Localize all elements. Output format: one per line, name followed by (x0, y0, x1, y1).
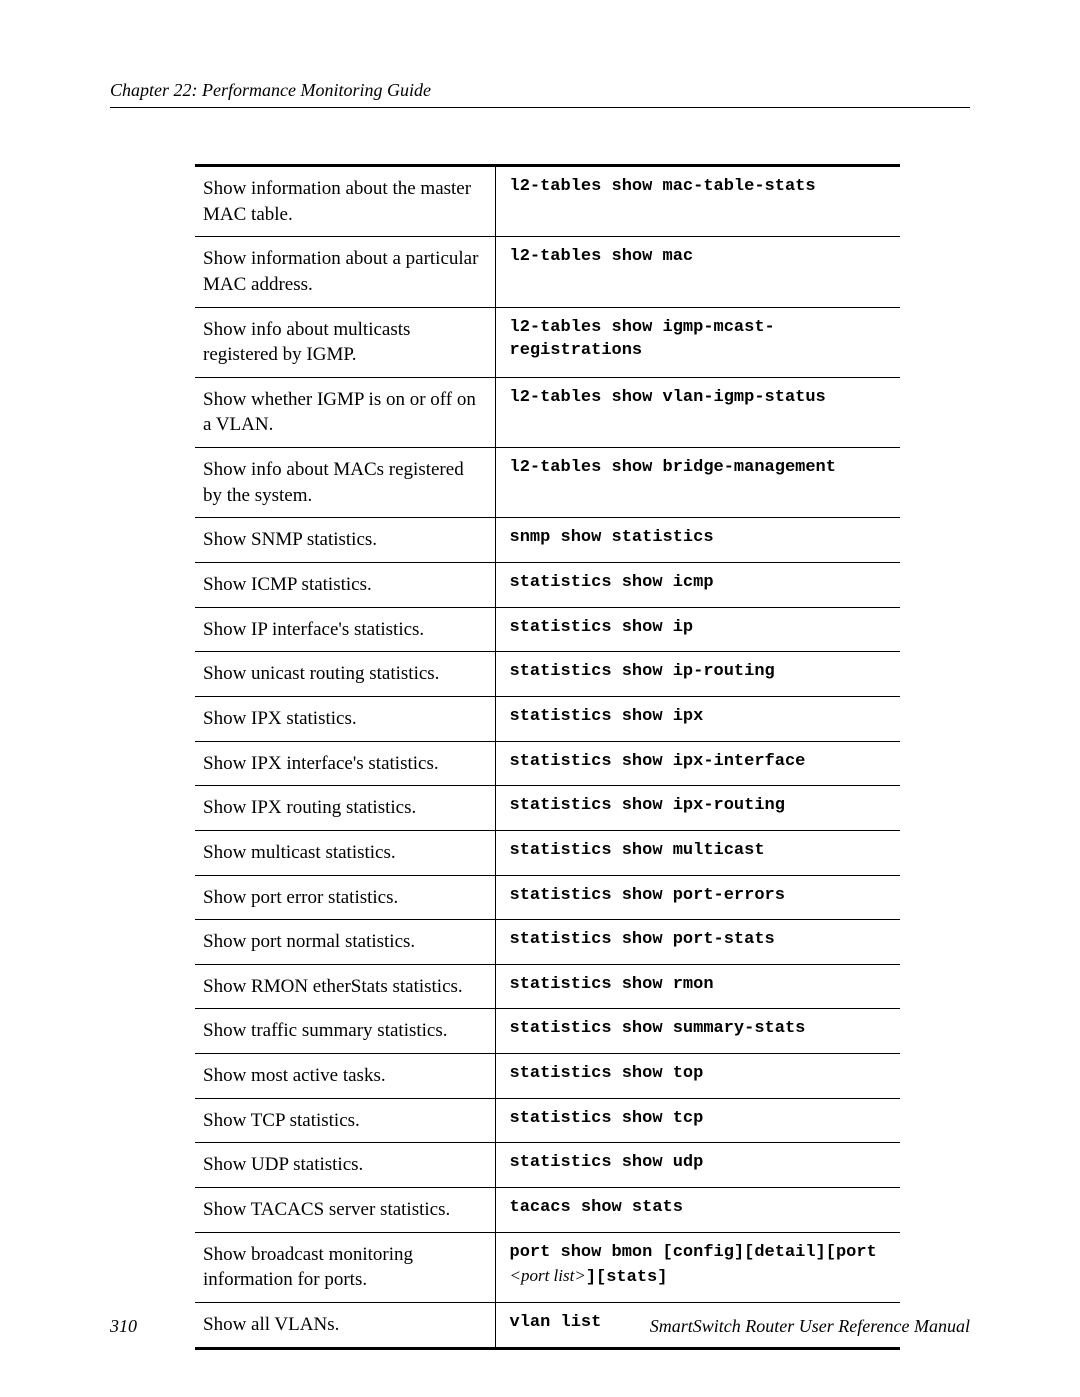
cell-desc: Show multicast statistics. (195, 830, 495, 875)
cell-desc: Show info about multicasts registered by… (195, 307, 495, 377)
cell-desc: Show IPX routing statistics. (195, 786, 495, 831)
table-row: Show broadcast monitoring information fo… (195, 1232, 900, 1302)
table-row: Show IP interface's statistics.statistic… (195, 607, 900, 652)
page-container: Chapter 22: Performance Monitoring Guide… (0, 0, 1080, 1397)
cell-cmd: port show bmon [config][detail][port <po… (495, 1232, 900, 1302)
table-row: Show port normal statistics.statistics s… (195, 920, 900, 965)
command-reference-table: Show information about the master MAC ta… (195, 164, 900, 1350)
table-row: Show TCP statistics.statistics show tcp (195, 1098, 900, 1143)
cell-desc: Show port error statistics. (195, 875, 495, 920)
cell-desc: Show info about MACs registered by the s… (195, 448, 495, 518)
cell-desc: Show information about a particular MAC … (195, 237, 495, 307)
cell-desc: Show information about the master MAC ta… (195, 166, 495, 237)
table-row: Show IPX routing statistics.statistics s… (195, 786, 900, 831)
cell-desc: Show whether IGMP is on or off on a VLAN… (195, 377, 495, 447)
cell-cmd: statistics show multicast (495, 830, 900, 875)
cell-desc: Show broadcast monitoring information fo… (195, 1232, 495, 1302)
page-footer: 310 SmartSwitch Router User Reference Ma… (110, 1316, 970, 1337)
cell-cmd: l2-tables show igmp-mcast-registrations (495, 307, 900, 377)
cell-cmd: l2-tables show bridge-management (495, 448, 900, 518)
table-row: Show RMON etherStats statistics.statisti… (195, 964, 900, 1009)
cell-cmd: l2-tables show vlan-igmp-status (495, 377, 900, 447)
cell-desc: Show IP interface's statistics. (195, 607, 495, 652)
cmd-pre: port show bmon [config][detail][port (510, 1243, 877, 1262)
table-row: Show unicast routing statistics.statisti… (195, 652, 900, 697)
page-number: 310 (110, 1316, 137, 1337)
cell-cmd: l2-tables show mac-table-stats (495, 166, 900, 237)
cell-cmd: tacacs show stats (495, 1188, 900, 1233)
cell-desc: Show RMON etherStats statistics. (195, 964, 495, 1009)
cell-cmd: statistics show top (495, 1054, 900, 1099)
cell-cmd: statistics show ipx (495, 696, 900, 741)
cell-cmd: statistics show ipx-interface (495, 741, 900, 786)
cell-cmd: statistics show port-stats (495, 920, 900, 965)
table-row: Show SNMP statistics.snmp show statistic… (195, 518, 900, 563)
cell-cmd: statistics show tcp (495, 1098, 900, 1143)
table-row: Show info about MACs registered by the s… (195, 448, 900, 518)
cell-desc: Show unicast routing statistics. (195, 652, 495, 697)
cell-desc: Show SNMP statistics. (195, 518, 495, 563)
cell-desc: Show TACACS server statistics. (195, 1188, 495, 1233)
table-row: Show info about multicasts registered by… (195, 307, 900, 377)
chapter-label: Chapter 22: Performance Monitoring Guide (110, 80, 431, 100)
cmd-arg: <port list> (510, 1266, 586, 1285)
cell-cmd: statistics show ip (495, 607, 900, 652)
table-row: Show whether IGMP is on or off on a VLAN… (195, 377, 900, 447)
cell-cmd: statistics show ip-routing (495, 652, 900, 697)
table-row: Show multicast statistics.statistics sho… (195, 830, 900, 875)
table-row: Show IPX statistics.statistics show ipx (195, 696, 900, 741)
table-row: Show information about the master MAC ta… (195, 166, 900, 237)
table-row: Show port error statistics.statistics sh… (195, 875, 900, 920)
cell-cmd: statistics show ipx-routing (495, 786, 900, 831)
chapter-header: Chapter 22: Performance Monitoring Guide (110, 80, 970, 108)
cell-cmd: statistics show port-errors (495, 875, 900, 920)
cell-desc: Show port normal statistics. (195, 920, 495, 965)
table-row: Show IPX interface's statistics.statisti… (195, 741, 900, 786)
cell-desc: Show ICMP statistics. (195, 563, 495, 608)
cell-cmd: statistics show udp (495, 1143, 900, 1188)
table-row: Show TACACS server statistics.tacacs sho… (195, 1188, 900, 1233)
cell-desc: Show UDP statistics. (195, 1143, 495, 1188)
cell-cmd: statistics show rmon (495, 964, 900, 1009)
cell-desc: Show IPX interface's statistics. (195, 741, 495, 786)
cell-cmd: snmp show statistics (495, 518, 900, 563)
table-row: Show traffic summary statistics.statisti… (195, 1009, 900, 1054)
table-row: Show information about a particular MAC … (195, 237, 900, 307)
cell-desc: Show IPX statistics. (195, 696, 495, 741)
cmd-post: ][stats] (586, 1268, 668, 1287)
cell-cmd: statistics show summary-stats (495, 1009, 900, 1054)
cell-cmd: statistics show icmp (495, 563, 900, 608)
cell-desc: Show traffic summary statistics. (195, 1009, 495, 1054)
cell-desc: Show most active tasks. (195, 1054, 495, 1099)
table-row: Show UDP statistics.statistics show udp (195, 1143, 900, 1188)
table-row: Show ICMP statistics.statistics show icm… (195, 563, 900, 608)
cell-desc: Show TCP statistics. (195, 1098, 495, 1143)
table-body: Show information about the master MAC ta… (195, 166, 900, 1349)
cell-cmd: l2-tables show mac (495, 237, 900, 307)
table-row: Show most active tasks.statistics show t… (195, 1054, 900, 1099)
manual-title: SmartSwitch Router User Reference Manual (650, 1316, 970, 1337)
